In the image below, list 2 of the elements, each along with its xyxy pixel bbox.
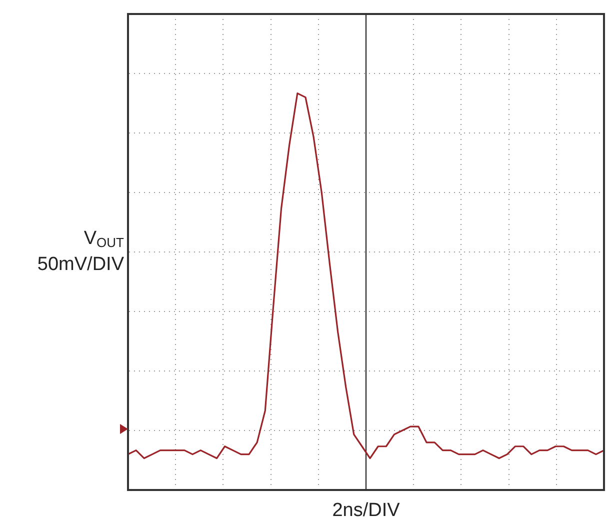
- y-axis-title: V$_{OUT}$ 50mV/DIV: [36, 228, 124, 276]
- x-axis-title: 2ns/DIV: [331, 500, 401, 522]
